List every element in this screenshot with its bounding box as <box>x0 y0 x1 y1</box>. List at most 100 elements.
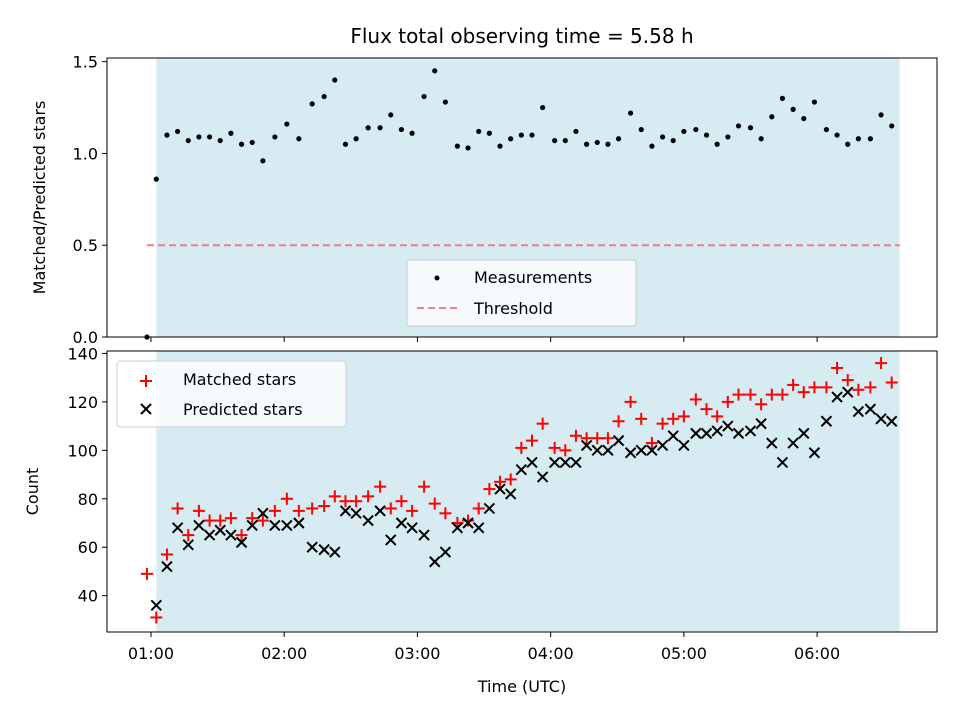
measurement-point <box>442 99 448 105</box>
marker-stroke <box>700 427 713 440</box>
marker-stroke <box>472 522 485 534</box>
measurement-point <box>321 93 327 100</box>
marker-stroke <box>646 444 658 457</box>
matched-star-point <box>624 395 637 408</box>
matched-star-point <box>384 502 397 515</box>
predicted-star-point <box>235 536 248 549</box>
measurement-point <box>421 93 427 100</box>
marker-stroke <box>281 519 293 532</box>
measurement-point <box>867 136 873 142</box>
marker-stroke <box>293 517 305 529</box>
chart-title: Flux total observing time = 5.58 h <box>350 24 693 48</box>
measurement-point <box>801 115 807 122</box>
y-tick-label: 80 <box>78 490 98 509</box>
matched-star-point <box>235 529 248 542</box>
matched-star-point <box>808 381 821 394</box>
measurement-point <box>249 139 255 146</box>
predicted-star-point <box>418 529 430 541</box>
measurement-point <box>388 112 394 118</box>
marker-stroke <box>504 488 517 500</box>
predicted-star-point <box>842 386 854 398</box>
matched-star-point <box>841 374 854 387</box>
predicted-star-point <box>318 543 330 556</box>
matched-star-point <box>171 502 184 515</box>
y-tick-label: 120 <box>67 393 98 412</box>
matched-star-point <box>280 492 293 505</box>
measurement-point <box>284 121 290 127</box>
matched-star-point <box>268 504 281 517</box>
matched-star-point <box>256 514 269 527</box>
predicted-star-point <box>864 403 877 415</box>
matched-star-point <box>580 432 593 445</box>
predicted-star-point <box>225 529 237 541</box>
measurement-point <box>217 137 223 144</box>
predicted-star-point <box>504 488 517 500</box>
matched-star-point <box>711 410 724 423</box>
predicted-star-point <box>656 439 669 452</box>
measurement-point <box>823 126 830 133</box>
marker-stroke <box>182 539 194 551</box>
measurement-point <box>238 141 245 147</box>
predicted-star-point <box>766 437 778 449</box>
matched-star-point <box>776 388 789 401</box>
measurement-point <box>693 126 699 133</box>
legend-label-threshold: Threshold <box>473 299 553 318</box>
y-tick-label: 100 <box>67 441 98 460</box>
marker-stroke <box>193 519 205 532</box>
matched-star-point <box>192 504 205 517</box>
measurement-point <box>529 132 535 138</box>
matched-star-point <box>677 410 690 423</box>
matched-star-point <box>645 437 658 450</box>
predicted-star-point <box>472 522 485 534</box>
legend-x-marker <box>140 403 152 415</box>
measurement-point <box>649 143 655 149</box>
legend-marker-predicted <box>140 403 152 415</box>
predicted-star-point <box>515 463 528 476</box>
predicted-star-point <box>744 425 757 437</box>
measurement-point <box>353 136 359 142</box>
marker-stroke <box>203 529 216 541</box>
legend-label-measurements: Measurements <box>474 268 592 287</box>
matched-star-point <box>350 495 363 508</box>
matched-star-point <box>406 504 419 517</box>
measurement-point <box>627 110 634 116</box>
measurement-point <box>562 137 568 144</box>
measurement-point <box>714 141 720 147</box>
predicted-star-point <box>755 417 767 430</box>
measurement-point <box>196 134 202 140</box>
matched-star-point <box>224 512 237 525</box>
marker-stroke <box>350 507 362 520</box>
marker-stroke <box>570 456 582 469</box>
ratio-panel-frame <box>106 57 938 338</box>
measurement-point <box>153 176 159 182</box>
measurement-point <box>175 128 181 135</box>
matched-star-point <box>700 403 713 416</box>
predicted-star-point <box>171 522 184 534</box>
predicted-star-point <box>831 391 843 403</box>
matched-star-point <box>318 500 331 513</box>
predicted-star-point <box>635 444 647 457</box>
marker-stroke <box>429 556 441 568</box>
marker-stroke <box>875 413 887 425</box>
matched-star-point <box>150 611 163 624</box>
matched-star-point <box>689 393 702 406</box>
matched-star-point <box>306 502 319 515</box>
measurement-point <box>573 128 579 135</box>
measurement-point <box>476 128 482 135</box>
matched-star-point <box>525 434 538 447</box>
predicted-star-point <box>612 434 625 447</box>
predicted-star-point <box>362 514 374 527</box>
measurement-point <box>206 134 213 140</box>
matched-star-point <box>559 444 572 457</box>
predicted-star-point <box>536 471 549 483</box>
ratio-y-axis-ticks: 0.0 0.5 1.0 1.5 <box>73 53 107 347</box>
marker-stroke <box>602 444 614 457</box>
measurement-point <box>552 137 558 144</box>
marker-stroke <box>798 427 810 440</box>
matched-star-point <box>494 475 507 488</box>
predicted-star-point <box>350 507 362 520</box>
matched-star-point <box>483 483 496 496</box>
measurement-point <box>508 136 514 142</box>
marker-stroke <box>214 524 226 536</box>
marker-stroke <box>580 439 593 452</box>
